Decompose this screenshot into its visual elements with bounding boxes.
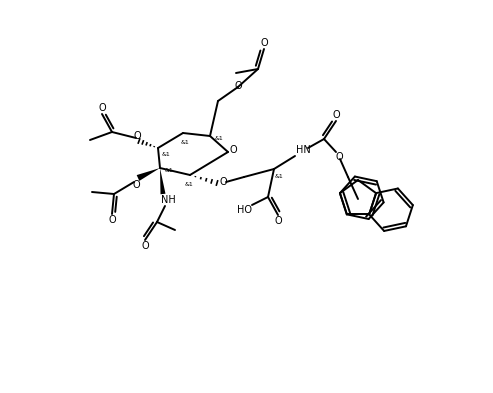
- Polygon shape: [137, 168, 160, 181]
- Text: &1: &1: [275, 174, 283, 180]
- Text: &1: &1: [214, 136, 223, 141]
- Text: O: O: [260, 38, 268, 48]
- Text: O: O: [274, 216, 282, 226]
- Text: &1: &1: [162, 151, 171, 156]
- Text: O: O: [98, 103, 106, 113]
- Text: O: O: [234, 81, 242, 91]
- Text: O: O: [332, 110, 340, 120]
- Text: O: O: [133, 131, 141, 141]
- Polygon shape: [160, 168, 166, 194]
- Text: O: O: [132, 180, 140, 190]
- Text: &1: &1: [184, 182, 193, 187]
- Text: O: O: [219, 177, 227, 187]
- Text: &1: &1: [180, 140, 189, 145]
- Text: O: O: [335, 152, 343, 162]
- Text: NH: NH: [161, 195, 176, 205]
- Text: HN: HN: [296, 145, 311, 155]
- Text: &1: &1: [165, 167, 174, 173]
- Text: O: O: [108, 215, 116, 225]
- Text: O: O: [141, 241, 149, 251]
- Text: HO: HO: [237, 205, 251, 215]
- Text: O: O: [229, 145, 237, 155]
